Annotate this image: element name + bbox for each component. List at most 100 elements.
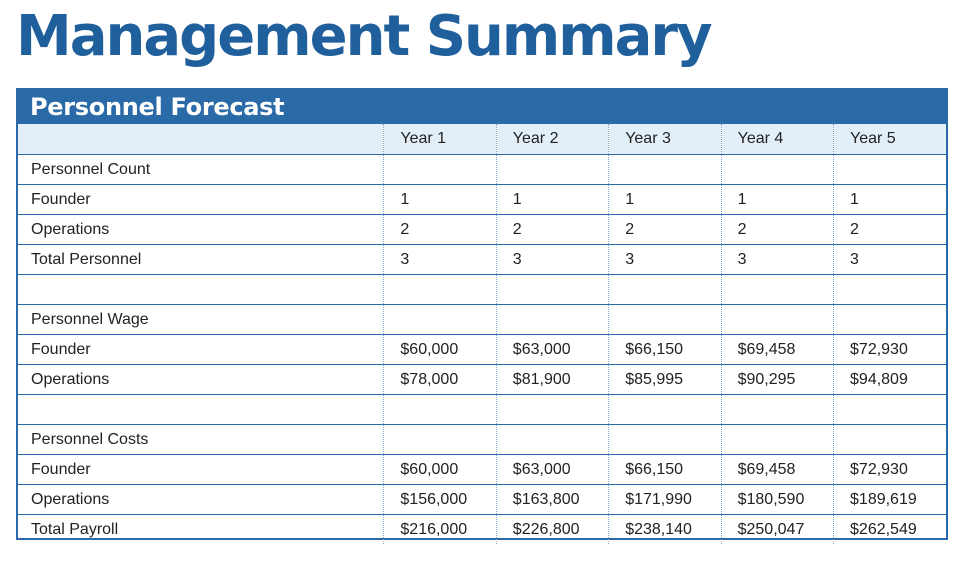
table-cell: 2 — [608, 214, 722, 245]
table-cell: 1 — [608, 184, 722, 215]
row-label: Operations — [18, 484, 384, 515]
table-cell — [495, 394, 609, 425]
table-cell — [495, 154, 609, 185]
table-cell — [608, 424, 722, 455]
table-cell — [383, 154, 497, 185]
table-cell — [608, 274, 722, 305]
column-header: Year 3 — [608, 124, 722, 155]
table-cell: $60,000 — [383, 454, 497, 485]
row-label: Founder — [18, 334, 384, 365]
table-cell: $226,800 — [495, 514, 609, 544]
table-row: Personnel Costs — [18, 424, 946, 455]
table-row: Total Personnel 3 3 3 3 3 — [18, 244, 946, 275]
table-cell: $156,000 — [383, 484, 497, 515]
table-cell: 2 — [383, 214, 497, 245]
page-title: Management Summary — [16, 4, 713, 69]
table-caption: Personnel Forecast — [30, 93, 285, 121]
table-cell — [608, 304, 722, 335]
table-cell: $66,150 — [608, 454, 722, 485]
column-header: Year 2 — [495, 124, 609, 155]
row-label: Personnel Count — [18, 154, 384, 185]
table-cell: $171,990 — [608, 484, 722, 515]
table-row: Personnel Wage — [18, 304, 946, 335]
table-cell: 2 — [495, 214, 609, 245]
table-row: Personnel Count — [18, 154, 946, 185]
table-cell — [608, 394, 722, 425]
table-cell: $262,549 — [833, 514, 946, 544]
table-cell: 3 — [495, 244, 609, 275]
column-header: Year 1 — [383, 124, 497, 155]
table-cell: $72,930 — [833, 334, 946, 365]
table-cell — [383, 304, 497, 335]
row-label: Operations — [18, 214, 384, 245]
table-row: Founder 1 1 1 1 1 — [18, 184, 946, 215]
row-label: Personnel Wage — [18, 304, 384, 335]
table-cell: 2 — [720, 214, 834, 245]
table-cell — [833, 394, 946, 425]
table-cell: $250,047 — [720, 514, 834, 544]
row-label — [18, 274, 384, 305]
row-label: Total Payroll — [31, 520, 119, 538]
row-label — [18, 394, 384, 425]
header-corner-cell — [18, 124, 384, 155]
forecast-grid: Year 1 Year 2 Year 3 Year 4 Year 5 Personnel … — [18, 124, 946, 544]
table-cell: $63,000 — [495, 454, 609, 485]
table-cell: $189,619 — [833, 484, 946, 515]
table-cell: $163,800 — [495, 484, 609, 515]
table-cell: $69,458 — [720, 334, 834, 365]
table-row — [18, 274, 946, 305]
table-cell — [833, 304, 946, 335]
table-cell: $72,930 — [833, 454, 946, 485]
table-cell — [383, 274, 497, 305]
table-cell: 3 — [720, 244, 834, 275]
table-cell: 1 — [383, 184, 497, 215]
table-cell — [720, 274, 834, 305]
table-cell — [495, 274, 609, 305]
table-row: Operations $78,000 $81,900 $85,995 $90,295 $9… — [18, 364, 946, 395]
table-cell — [720, 154, 834, 185]
table-row — [18, 394, 946, 425]
table-cell: $60,000 — [383, 334, 497, 365]
table-cell: $90,295 — [720, 364, 834, 395]
column-header: Year 5 — [833, 124, 946, 155]
table-cell: $216,000 — [383, 514, 497, 544]
row-label: Personnel Costs — [18, 424, 384, 455]
table-cell — [833, 274, 946, 305]
table-cell — [383, 424, 497, 455]
table-cell: $81,900 — [495, 364, 609, 395]
table-cell: $85,995 — [608, 364, 722, 395]
table-cell: $69,458 — [720, 454, 834, 485]
row-label: Operations — [18, 364, 384, 395]
table-cell — [720, 424, 834, 455]
table-cell: 3 — [608, 244, 722, 275]
row-label: Founder — [18, 454, 384, 485]
personnel-forecast-table: Personnel Forecast Year 1 Year 2 Year 3 Yea… — [16, 88, 948, 544]
table-row: Founder $60,000 $63,000 $66,150 $69,458 $72,9… — [18, 334, 946, 365]
table-cell: 1 — [495, 184, 609, 215]
table-cell: 1 — [720, 184, 834, 215]
table-cell: $63,000 — [495, 334, 609, 365]
table-cell: $78,000 — [383, 364, 497, 395]
table-cell — [608, 154, 722, 185]
table-cell — [720, 394, 834, 425]
column-header-row: Year 1 Year 2 Year 3 Year 4 Year 5 — [18, 124, 946, 155]
table-cell — [495, 424, 609, 455]
table-row: Total Payroll $216,000 $226,800 $238,140 $25… — [18, 514, 946, 544]
table-cell: 3 — [383, 244, 497, 275]
table-header-bar: Personnel Forecast — [18, 90, 946, 124]
table-row: Operations $156,000 $163,800 $171,990 $180,5… — [18, 484, 946, 515]
table-cell: 2 — [833, 214, 946, 245]
row-label: Total Personnel — [18, 244, 384, 275]
table-cell: $180,590 — [720, 484, 834, 515]
table-cell — [495, 304, 609, 335]
table-row: Founder $60,000 $63,000 $66,150 $69,458 $72,9… — [18, 454, 946, 485]
table-cell: $238,140 — [608, 514, 722, 544]
table-row: Operations 2 2 2 2 2 — [18, 214, 946, 245]
column-header: Year 4 — [720, 124, 834, 155]
table-cell: $94,809 — [833, 364, 946, 395]
table-cell — [383, 394, 497, 425]
table-cell: 1 — [833, 184, 946, 215]
table-cell — [720, 304, 834, 335]
table-cell — [833, 424, 946, 455]
row-label: Founder — [18, 184, 384, 215]
